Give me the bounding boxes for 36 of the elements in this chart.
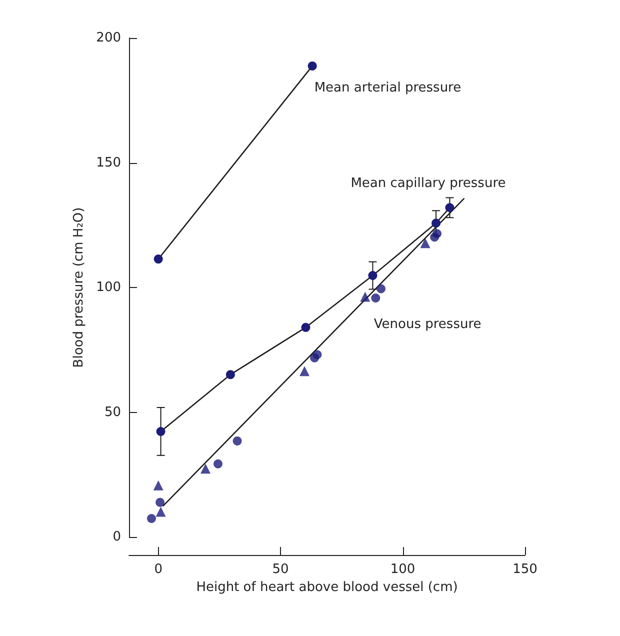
text: Mean capillary pressure [350,176,506,192]
y-tick-label: 100 [96,280,121,295]
y-tick-label: 0 [112,530,121,544]
point [300,366,310,376]
point [154,254,163,264]
x-axis-title: Height of heart above blood vessel (cm) [196,580,458,595]
point [147,514,156,524]
point [213,459,222,468]
x-tick-label: 50 [272,562,289,577]
point [156,498,165,507]
point [308,61,317,70]
series-label: Mean arterial pressure [314,80,462,96]
x-tick-label: 100 [390,562,416,577]
point [156,426,166,436]
y-tick-label: 200 [96,30,121,46]
series-label: Venous pressure [374,317,482,332]
point [432,218,441,228]
point [200,464,211,474]
y-tick-label: 50 [104,404,121,420]
point [232,436,242,446]
point [432,229,442,238]
point [376,284,386,294]
point [156,506,166,517]
y-axis-title: Blood pressure (cm H₂O) [71,207,86,368]
point [445,203,454,212]
point [312,350,322,360]
point [301,322,310,332]
point [420,238,430,248]
x-tick-label: 150 [512,562,538,577]
point [371,293,380,302]
point [368,271,378,280]
point [226,370,235,380]
y-tick-label: 150 [96,155,121,170]
point [360,292,370,302]
point [153,480,164,490]
x-tick-label: 0 [154,562,162,577]
